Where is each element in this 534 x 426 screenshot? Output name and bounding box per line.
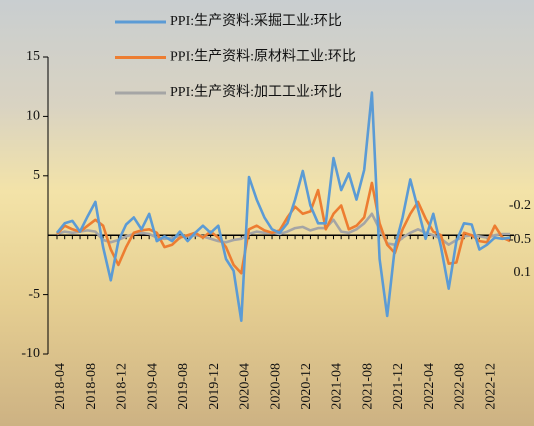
x-tick-label: 2018-12 xyxy=(115,363,130,410)
y-tick-label: -5 xyxy=(28,287,40,302)
x-tick-label: 2019-08 xyxy=(176,363,191,410)
chart: 15 10 5 -5 -10 2018-04 2018-08 2018-12 2019-04 20… xyxy=(0,0,534,426)
x-tick-label: 2018-08 xyxy=(84,363,99,410)
page: {"chart_data": {"type": "line", "categor… xyxy=(0,0,534,426)
end-annotation: -0.5 xyxy=(509,232,531,247)
x-tick-label: 2022-12 xyxy=(483,363,498,410)
end-annotation: 0.1 xyxy=(514,265,532,280)
x-tick-label: 2021-04 xyxy=(330,363,345,410)
y-tick-label: 10 xyxy=(26,109,40,124)
end-annotation: -0.2 xyxy=(509,198,531,213)
x-tick-label: 2022-04 xyxy=(422,363,437,410)
x-tick-label: 2020-08 xyxy=(268,363,283,410)
x-tick-label: 2020-04 xyxy=(238,363,253,410)
y-tick-label: -10 xyxy=(21,346,40,361)
x-tick-label: 2018-04 xyxy=(53,363,68,410)
x-tick-label: 2021-08 xyxy=(360,363,375,410)
x-tick-label: 2020-12 xyxy=(299,363,314,410)
x-tick-label: 2021-12 xyxy=(391,363,406,410)
x-tick-label: 2022-08 xyxy=(453,363,468,410)
y-tick-label: 5 xyxy=(33,168,40,183)
legend-label: PPI:生产资料:原材料工业:环比 xyxy=(170,49,356,65)
legend-label: PPI:生产资料:采掘工业:环比 xyxy=(170,13,342,29)
legend-label: PPI:生产资料:加工工业:环比 xyxy=(170,84,342,100)
x-tick-label: 2019-04 xyxy=(145,363,160,410)
y-tick-label: 15 xyxy=(26,49,40,64)
x-tick-label: 2019-12 xyxy=(207,363,222,410)
